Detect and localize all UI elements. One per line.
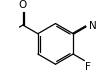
- Text: F: F: [85, 62, 91, 72]
- Text: O: O: [19, 0, 27, 10]
- Text: N: N: [89, 21, 97, 31]
